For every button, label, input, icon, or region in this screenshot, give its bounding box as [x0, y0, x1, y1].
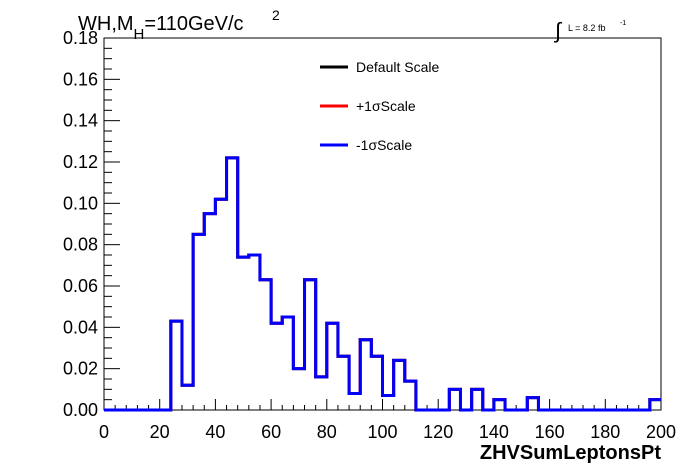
lumi-label: L = 8.2 fb: [568, 23, 605, 33]
y-tick-label: 0.14: [63, 111, 98, 131]
lumi-superscript: -1: [620, 20, 626, 27]
y-tick-label: 0.00: [63, 400, 98, 420]
x-axis-label: ZHVSumLeptonsPt: [480, 442, 661, 464]
x-tick-label: 60: [261, 422, 281, 442]
y-tick-label: 0.16: [63, 69, 98, 89]
y-tick-label: 0.02: [63, 359, 98, 379]
plot-frame: [103, 37, 662, 411]
y-tick-label: 0.12: [63, 152, 98, 172]
x-tick-label: 160: [535, 422, 565, 442]
chart-title: WH,MH=110GeV/c: [78, 13, 244, 43]
x-tick-label: 200: [646, 422, 676, 442]
series-line: [104, 156, 661, 412]
y-tick-label: 0.04: [63, 317, 98, 337]
series-layer: [104, 156, 661, 412]
legend: Default Scale +1σScale -1σScale: [320, 59, 439, 153]
legend-label: +1σScale: [356, 98, 416, 114]
chart-title-superscript: 2: [272, 7, 280, 23]
legend-label: Default Scale: [356, 59, 439, 75]
x-tick-label: 0: [99, 422, 109, 442]
y-tick-label: 0.06: [63, 276, 98, 296]
x-axis: 0 20 40 60 80 100 120 140 160 180 200: [99, 399, 676, 442]
chart-title-sub: H: [134, 26, 145, 43]
chart-title-rest: =110GeV/c: [144, 13, 243, 35]
x-tick-label: 20: [150, 422, 170, 442]
x-tick-label: 80: [317, 422, 337, 442]
y-tick-label: 0.08: [63, 235, 98, 255]
x-tick-label: 120: [423, 422, 453, 442]
lumi-integral: ∫: [553, 18, 563, 43]
x-tick-label: 40: [205, 422, 225, 442]
chart-title-main: WH,M: [78, 13, 134, 35]
x-tick-label: 100: [367, 422, 397, 442]
y-tick-label: 0.18: [63, 28, 98, 48]
legend-label: -1σScale: [356, 137, 412, 153]
y-tick-label: 0.10: [63, 193, 98, 213]
x-tick-label: 180: [590, 422, 620, 442]
x-tick-label: 140: [479, 422, 509, 442]
y-axis: 0.00 0.02 0.04 0.06 0.08 0.10 0.12 0.14 0.16 0.18: [63, 28, 120, 420]
